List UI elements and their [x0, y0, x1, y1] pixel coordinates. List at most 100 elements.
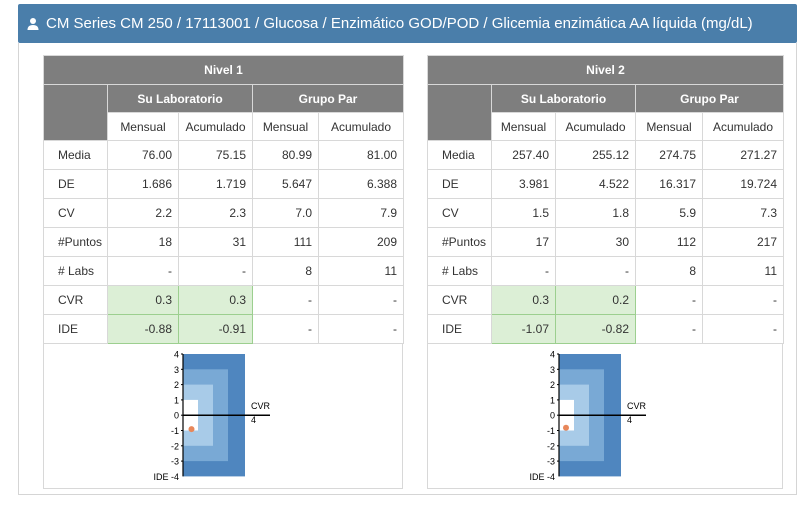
panel-header: CM Series CM 250 / 17113001 / Glucosa / … [18, 4, 797, 43]
table-cell: - [701, 314, 785, 344]
level-1-block: Nivel 1 Su Laboratorio Grupo Par Mensual… [42, 55, 405, 489]
row-label: Media [427, 140, 492, 170]
level-2-plot: 4 3 2 1 0 -1 -2 -3 IDE -4 CVR 4 [427, 344, 783, 489]
y-bottom-label: IDE -4 [529, 472, 555, 482]
y-tick-label: -1 [547, 426, 555, 436]
table-row: DE 3.981 4.522 16.317 19.724 [427, 169, 785, 199]
table-cell: 5.9 [635, 198, 703, 228]
y-tick-label: -3 [171, 457, 179, 467]
col-acumulado: Acumulado [317, 112, 405, 141]
row-label: DE [427, 169, 492, 199]
table-cell: - [252, 285, 319, 315]
group-lab-header: Su Laboratorio [107, 84, 253, 113]
table-cell: - [317, 285, 405, 315]
group-peer-header: Grupo Par [634, 84, 785, 113]
y-tick-label: 0 [550, 411, 555, 421]
table-row: CVR 0.3 0.3- - [43, 285, 405, 315]
col-acumulado: Acumulado [701, 112, 785, 141]
table-cell: 112 [635, 227, 703, 257]
y-tick-label: 4 [174, 350, 179, 360]
row-label: DE [43, 169, 108, 199]
table-cell: 30 [555, 227, 636, 257]
table-cell: - [178, 256, 253, 286]
y-tick-label: -3 [547, 457, 555, 467]
table-cell: 11 [701, 256, 785, 286]
level-title: Nivel 2 [426, 55, 785, 85]
table-cell: - [317, 314, 405, 344]
x-max-label: 4 [251, 415, 256, 425]
x-axis-label: CVR [251, 401, 271, 411]
panel-frame [18, 43, 797, 495]
blank-header [43, 84, 108, 141]
table-row: IDE -1.07 -0.82- - [427, 314, 785, 344]
table-cell: - [555, 256, 636, 286]
data-point-marker [563, 424, 569, 431]
table-cell: 80.99 [252, 140, 319, 170]
table-cell: 4.522 [555, 169, 636, 199]
level-title: Nivel 1 [42, 55, 405, 85]
row-label: CV [427, 198, 492, 228]
table-cell: 257.40 [491, 140, 556, 170]
table-cell: 1.8 [555, 198, 636, 228]
table-cell: 0.3 [491, 285, 556, 315]
table-cell: - [635, 314, 703, 344]
table-cell: 75.15 [178, 140, 253, 170]
table-cell: 6.388 [317, 169, 405, 199]
table-cell: 3.981 [491, 169, 556, 199]
y-tick-label: 4 [550, 350, 555, 360]
y-bottom-label: IDE -4 [153, 472, 179, 482]
level-2-block: Nivel 2 Su Laboratorio Grupo Par Mensual… [426, 55, 785, 489]
table-cell: 7.9 [317, 198, 405, 228]
table-cell: 2.3 [178, 198, 253, 228]
level-2-table: Nivel 2 Su Laboratorio Grupo Par Mensual… [426, 55, 785, 344]
table-cell: 0.2 [555, 285, 636, 315]
table-cell: 111 [252, 227, 319, 257]
y-tick-label: 0 [174, 411, 179, 421]
x-max-label: 4 [627, 415, 632, 425]
table-cell: -0.91 [178, 314, 253, 344]
data-point-marker [188, 426, 195, 433]
table-cell: -1.07 [491, 314, 556, 344]
table-row: IDE -0.88 -0.91- - [43, 314, 405, 344]
table-row: # Labs - -8 11 [427, 256, 785, 286]
row-label: CVR [43, 285, 108, 315]
table-cell: 271.27 [701, 140, 785, 170]
table-cell: 1.5 [491, 198, 556, 228]
row-label: IDE [43, 314, 108, 344]
col-mensual: Mensual [491, 112, 556, 141]
table-cell: 16.317 [635, 169, 703, 199]
row-label: Media [43, 140, 108, 170]
row-label: # Labs [427, 256, 492, 286]
y-tick-label: -2 [547, 441, 555, 451]
row-label: IDE [427, 314, 492, 344]
table-row: #Puntos 18 31 111 209 [43, 227, 405, 257]
y-tick-label: -2 [171, 441, 179, 451]
user-icon [27, 17, 39, 30]
table-cell: 1.719 [178, 169, 253, 199]
col-mensual: Mensual [107, 112, 179, 141]
table-cell: 5.647 [252, 169, 319, 199]
y-tick-label: 3 [550, 365, 555, 375]
level-1-table: Nivel 1 Su Laboratorio Grupo Par Mensual… [42, 55, 405, 344]
row-label: CV [43, 198, 108, 228]
level-1-rows: Media 76.00 75.15 80.99 81.00 DE 1.686 1.719 5.6… [43, 140, 405, 344]
y-tick-label: 2 [174, 380, 179, 390]
group-lab-header: Su Laboratorio [491, 84, 636, 113]
level-2-rows: Media 257.40 255.12 274.75 271.27 DE 3.981 4.52… [427, 140, 785, 344]
y-tick-label: 2 [550, 380, 555, 390]
table-cell: 217 [701, 227, 785, 257]
cvr-ide-plot: 4 3 2 1 0 -1 -2 -3 IDE -4 CVR 4 [153, 350, 271, 482]
table-cell: -0.82 [555, 314, 636, 344]
table-row: CVR 0.3 0.2- - [427, 285, 785, 315]
table-cell: 8 [635, 256, 703, 286]
table-row: # Labs - -8 11 [43, 256, 405, 286]
table-cell: 255.12 [555, 140, 636, 170]
y-tick-label: -1 [171, 426, 179, 436]
level-1-plot: 4 3 2 1 0 -1 -2 -3 IDE -4 CVR 4 [43, 344, 403, 489]
col-mensual: Mensual [252, 112, 319, 141]
table-cell: 17 [491, 227, 556, 257]
table-cell: 18 [107, 227, 179, 257]
table-cell: 0.3 [178, 285, 253, 315]
table-row: CV 1.5 1.8 5.9 7.3 [427, 198, 785, 228]
table-cell: - [635, 285, 703, 315]
